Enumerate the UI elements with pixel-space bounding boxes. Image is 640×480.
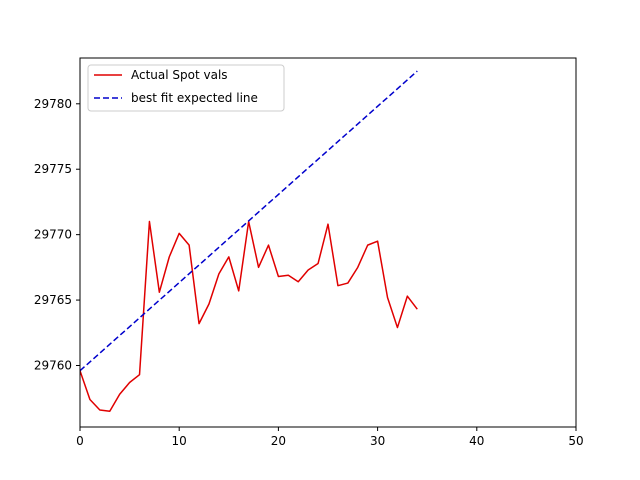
y-axis: 29760 29765 29770 29775 29780 (34, 97, 80, 373)
legend-label: Actual Spot vals (131, 68, 228, 82)
y-tick-label: 29775 (34, 162, 72, 176)
x-tick-label: 10 (172, 434, 187, 448)
x-tick-label: 0 (76, 434, 84, 448)
legend-label: best fit expected line (131, 91, 258, 105)
x-axis: 0 10 20 30 40 50 (76, 427, 584, 448)
legend: Actual Spot vals best fit expected line (87, 64, 285, 112)
y-tick-label: 29770 (34, 228, 72, 242)
legend-box (87, 64, 285, 112)
series-line-best-fit (80, 70, 418, 372)
y-tick-label: 29780 (34, 97, 72, 111)
plot-area-frame (79, 57, 577, 428)
y-tick-label: 29765 (34, 293, 72, 307)
x-tick-label: 20 (271, 434, 286, 448)
series-layer (80, 70, 418, 413)
x-tick-label: 40 (469, 434, 484, 448)
y-tick-label: 29760 (34, 359, 72, 373)
x-tick-label: 50 (568, 434, 583, 448)
x-tick-label: 30 (370, 434, 385, 448)
